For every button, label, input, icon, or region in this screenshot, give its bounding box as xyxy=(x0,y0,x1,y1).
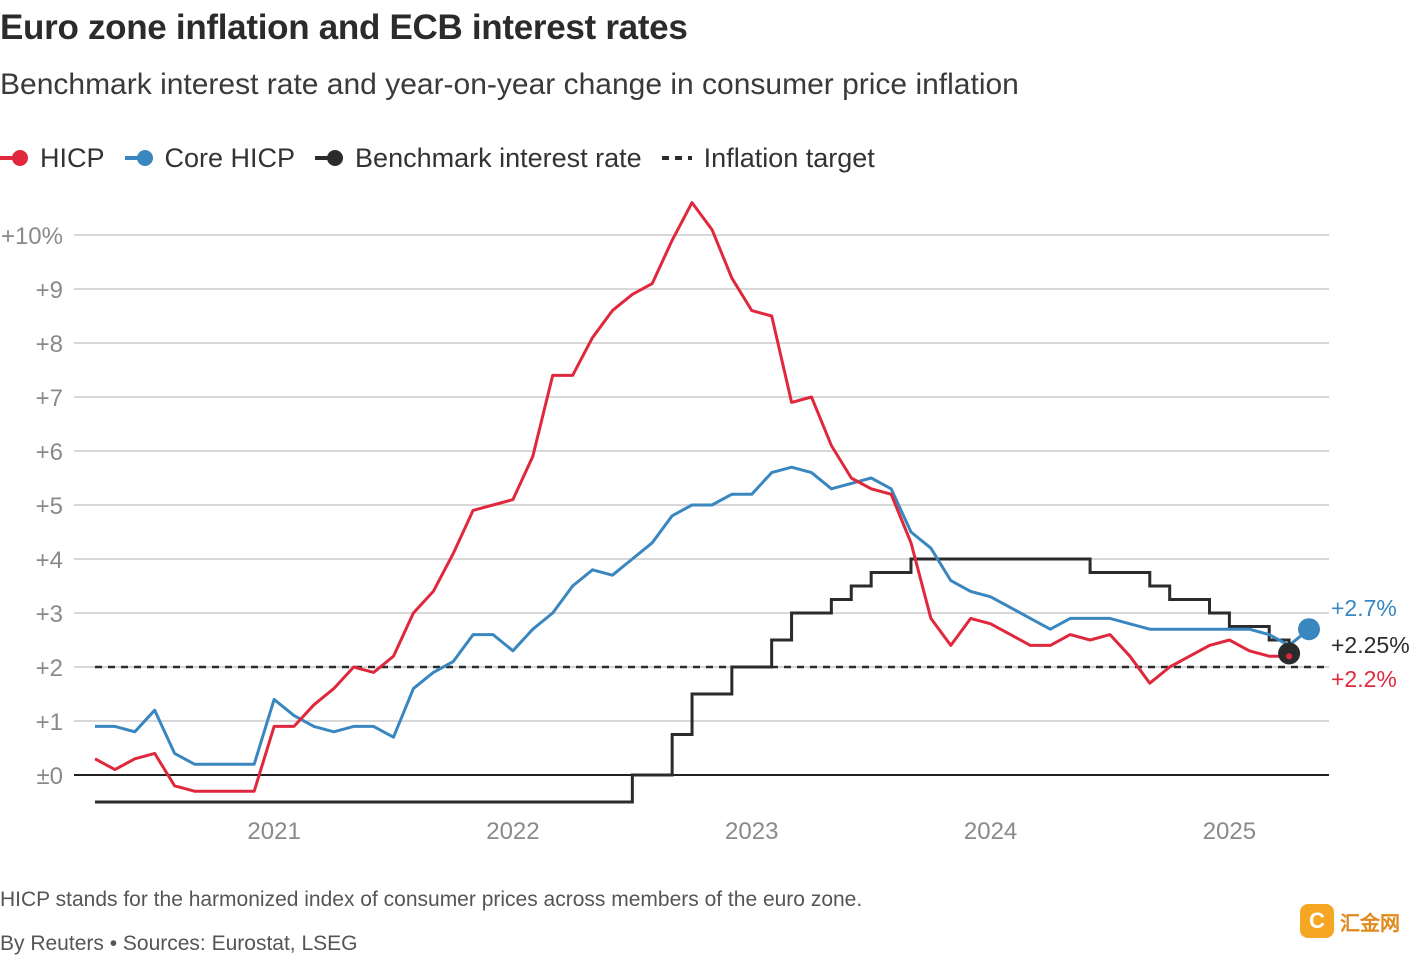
series-line-hicp xyxy=(94,201,1290,793)
watermark-logo-icon: C xyxy=(1300,904,1334,938)
watermark-text: 汇金网 xyxy=(1340,910,1400,935)
end-marker-hicp xyxy=(1286,653,1293,660)
end-label-rate: +2.25% xyxy=(1331,632,1410,658)
legend-item-hicp: HICP xyxy=(0,143,105,174)
y-tick-label: +10% xyxy=(1,223,63,250)
end-marker-core-hicp xyxy=(1298,618,1320,641)
legend-item-target: Inflation target xyxy=(661,142,875,174)
y-tick-label: +6 xyxy=(36,439,63,466)
x-tick-label: 2022 xyxy=(486,818,539,845)
y-tick-label: +2 xyxy=(36,655,63,682)
legend-hicp-swatch xyxy=(0,150,28,166)
y-tick-label: ±0 xyxy=(36,763,63,790)
chart-subtitle: Benchmark interest rate and year-on-year… xyxy=(0,68,1019,101)
legend-item-core: Core HICP xyxy=(124,142,296,174)
legend: HICP Core HICP Benchmark interest rate I… xyxy=(0,140,895,176)
watermark: C 汇金网 xyxy=(1300,904,1400,938)
y-tick-label: +9 xyxy=(36,277,63,304)
legend-core-label: Core HICP xyxy=(164,142,296,173)
legend-rate-swatch xyxy=(315,150,344,166)
legend-rate-label: Benchmark interest rate xyxy=(355,142,642,173)
legend-core-swatch xyxy=(124,150,153,166)
y-tick-label: +1 xyxy=(36,709,63,736)
legend-hicp-label: HICP xyxy=(40,142,105,173)
y-tick-label: +3 xyxy=(36,601,63,628)
y-tick-label: +8 xyxy=(36,331,63,358)
legend-target-swatch xyxy=(661,156,692,160)
y-tick-label: +5 xyxy=(36,493,63,520)
source-line: By Reuters • Sources: Eurostat, LSEG xyxy=(0,932,358,955)
x-tick-label: 2024 xyxy=(964,818,1017,845)
x-tick-label: 2023 xyxy=(725,818,778,845)
chart-plot: ±0 +1 +2 +3 +4 +5 +6 +7 +8 +9 +10% 2021 2022 2023 2024… xyxy=(1,201,1410,845)
legend-target-label: Inflation target xyxy=(703,142,875,173)
x-tick-label: 2025 xyxy=(1203,818,1256,845)
series-line-rate xyxy=(95,557,1291,804)
end-label-core-hicp: +2.7% xyxy=(1331,595,1397,621)
x-tick-label: 2021 xyxy=(247,818,300,845)
footnote: HICP stands for the harmonized index of … xyxy=(0,888,863,911)
end-label-hicp: +2.2% xyxy=(1331,666,1397,692)
y-tick-label: +7 xyxy=(36,385,63,412)
series-line-core-hicp xyxy=(95,465,1310,766)
legend-item-rate: Benchmark interest rate xyxy=(315,143,642,174)
chart-title: Euro zone inflation and ECB interest rat… xyxy=(0,8,688,47)
y-tick-label: +4 xyxy=(36,547,63,574)
